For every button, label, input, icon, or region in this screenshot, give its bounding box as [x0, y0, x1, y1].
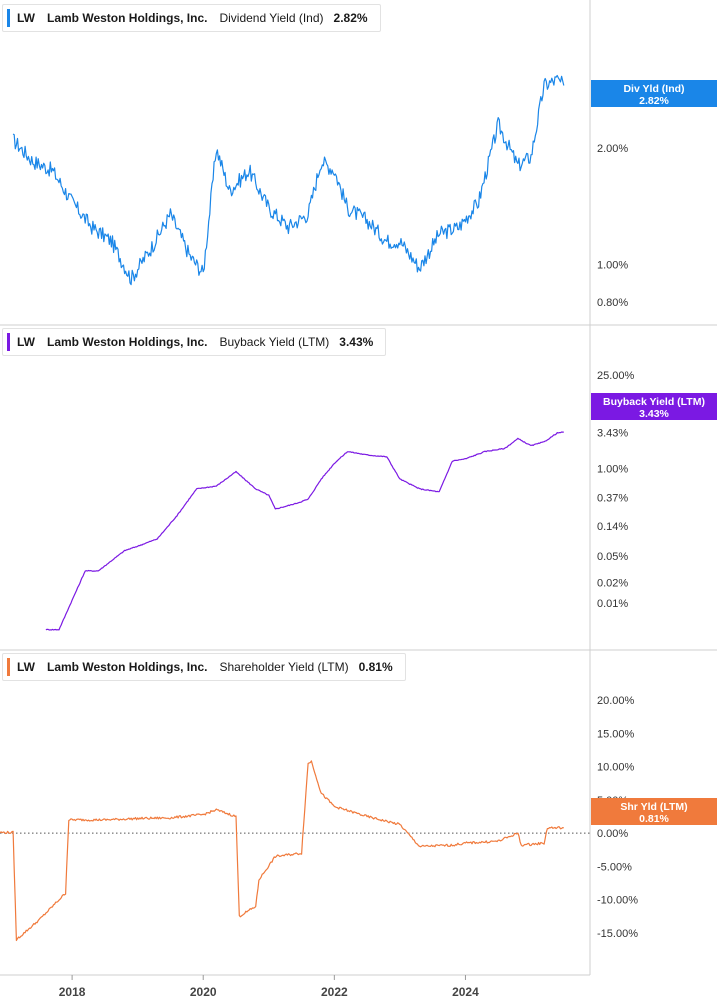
legend-buyback-yield: LW Lamb Weston Holdings, Inc. Buyback Yi…: [2, 328, 387, 356]
y-tick-label: 2.00%: [597, 143, 628, 155]
y-tick-label: 1.00%: [597, 260, 628, 272]
y-tick-label: 15.00%: [597, 728, 635, 740]
x-tick-label: 2024: [452, 985, 479, 999]
y-tick-label: 0.37%: [597, 493, 628, 505]
legend-metric: Shareholder Yield (LTM): [219, 660, 349, 674]
y-tick-label: 1.00%: [597, 464, 628, 476]
series-line: [45, 431, 564, 631]
value-tag-label: Div Yld (Ind): [623, 83, 685, 95]
y-tick-label: -10.00%: [597, 895, 638, 907]
x-tick-label: 2018: [59, 985, 86, 999]
legend-color-bar: [7, 9, 10, 27]
value-tag-buyback-yield: Buyback Yield (LTM) 3.43%: [591, 393, 717, 420]
x-tick-label: 2022: [321, 985, 348, 999]
value-tag-shareholder-yield: Shr Yld (LTM) 0.81%: [591, 798, 717, 825]
legend-ticker: LW: [17, 660, 35, 674]
value-tag-value: 3.43%: [639, 408, 669, 420]
legend-shareholder-yield: LW Lamb Weston Holdings, Inc. Shareholde…: [2, 653, 406, 681]
y-tick-label: -15.00%: [597, 928, 638, 940]
y-tick-label: 0.01%: [597, 598, 628, 610]
legend-metric: Buyback Yield (LTM): [219, 335, 330, 349]
y-tick-label: 10.00%: [597, 762, 635, 774]
y-tick-label: 0.02%: [597, 578, 628, 590]
y-tick-label: 3.43%: [597, 428, 628, 440]
y-tick-label: 0.00%: [597, 828, 628, 840]
value-tag-label: Shr Yld (LTM): [620, 801, 688, 813]
legend-company: Lamb Weston Holdings, Inc.: [47, 11, 208, 25]
value-tag-value: 2.82%: [639, 95, 669, 107]
legend-value: 3.43%: [339, 335, 374, 349]
x-tick-label: 2020: [190, 985, 217, 999]
legend-company: Lamb Weston Holdings, Inc.: [47, 660, 208, 674]
value-tag-dividend-yield: Div Yld (Ind) 2.82%: [591, 80, 717, 107]
y-tick-label: 25.00%: [597, 370, 635, 382]
legend-company: Lamb Weston Holdings, Inc.: [47, 335, 208, 349]
y-tick-label: 0.05%: [597, 551, 628, 563]
legend-dividend-yield: LW Lamb Weston Holdings, Inc. Dividend Y…: [2, 4, 381, 32]
legend-color-bar: [7, 333, 10, 351]
legend-color-bar: [7, 658, 10, 676]
series-line: [12, 74, 565, 286]
y-tick-label: 0.14%: [597, 521, 628, 533]
legend-metric: Dividend Yield (Ind): [219, 11, 324, 25]
legend-value: 2.82%: [333, 11, 368, 25]
series-line: [0, 760, 564, 942]
y-tick-label: 0.80%: [597, 297, 628, 309]
legend-ticker: LW: [17, 335, 35, 349]
value-tag-value: 0.81%: [639, 813, 669, 825]
legend-ticker: LW: [17, 11, 35, 25]
legend-value: 0.81%: [358, 660, 393, 674]
y-tick-label: -5.00%: [597, 861, 632, 873]
y-tick-label: 20.00%: [597, 695, 635, 707]
value-tag-label: Buyback Yield (LTM): [603, 396, 705, 408]
